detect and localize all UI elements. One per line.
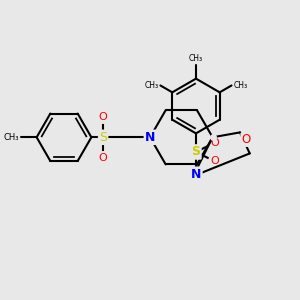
Text: S: S — [191, 146, 200, 158]
Text: O: O — [99, 153, 107, 163]
Text: CH₃: CH₃ — [189, 54, 203, 63]
Text: O: O — [99, 112, 107, 122]
Text: O: O — [211, 156, 219, 166]
Text: N: N — [191, 168, 201, 181]
Text: CH₃: CH₃ — [4, 133, 19, 142]
Text: O: O — [211, 138, 219, 148]
Text: N: N — [191, 168, 201, 181]
Text: N: N — [145, 131, 155, 144]
Text: CH₃: CH₃ — [144, 81, 158, 90]
Text: CH₃: CH₃ — [233, 81, 248, 90]
Text: O: O — [241, 134, 250, 146]
Text: S: S — [99, 131, 107, 144]
